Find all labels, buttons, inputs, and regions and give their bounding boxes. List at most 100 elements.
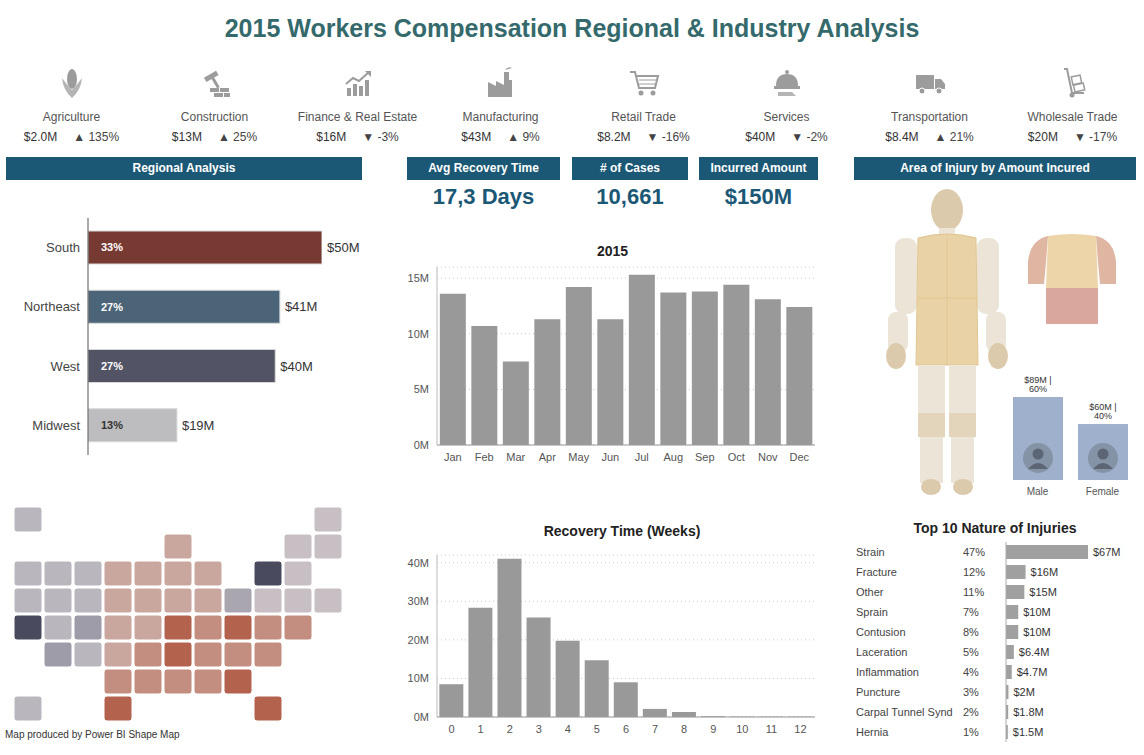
html-text:$16M: $16M (316, 130, 347, 144)
svg-text:Apr: Apr (539, 451, 556, 463)
svg-text:Dec: Dec (789, 451, 809, 463)
svg-text:$19M: $19M (182, 418, 215, 433)
html-text:Construction: Construction (180, 110, 249, 124)
html-text:$43M: $43M (461, 130, 492, 144)
html-text:Top 10 Nature of Injuries: Top 10 Nature of Injuries (913, 520, 1077, 536)
svg-text:Strain: Strain (856, 546, 885, 558)
svg-text:Jul: Jul (635, 451, 649, 463)
svg-text:3%: 3% (963, 686, 979, 698)
svg-text:5M: 5M (414, 383, 429, 395)
svg-text:20M: 20M (408, 634, 429, 646)
svg-text:South: South (46, 240, 80, 255)
svg-text:12: 12 (794, 723, 806, 735)
svg-text:7%: 7% (963, 606, 979, 618)
svg-text:$41M: $41M (285, 299, 318, 314)
html-text:2015: 2015 (596, 243, 629, 259)
svg-text:2: 2 (507, 723, 513, 735)
svg-text:Jun: Jun (601, 451, 619, 463)
svg-text:Other: Other (856, 586, 884, 598)
svg-text:1: 1 (478, 723, 484, 735)
svg-text:7: 7 (652, 723, 658, 735)
svg-text:Nov: Nov (758, 451, 778, 463)
svg-text:33%: 33% (101, 241, 123, 253)
html-text:10,661: 10,661 (596, 184, 664, 209)
svg-text:11: 11 (766, 723, 777, 735)
svg-text:Hernia: Hernia (856, 726, 889, 738)
svg-text:$16M: $16M (1031, 566, 1059, 578)
html-text:Recovery Time (Weeks): Recovery Time (Weeks) (543, 523, 701, 539)
svg-text:6: 6 (623, 723, 629, 735)
svg-text:8%: 8% (963, 626, 979, 638)
svg-text:Male: Male (1027, 486, 1049, 497)
svg-text:10M: 10M (408, 328, 429, 340)
svg-text:West: West (51, 359, 81, 374)
svg-text:Feb: Feb (475, 451, 494, 463)
svg-text:0M: 0M (414, 711, 429, 723)
svg-text:5%: 5% (963, 646, 979, 658)
svg-text:4%: 4% (963, 666, 979, 678)
svg-text:Mar: Mar (506, 451, 525, 463)
svg-text:Aug: Aug (663, 451, 683, 463)
html-text:Finance & Real Estate: Finance & Real Estate (297, 110, 418, 124)
html-text:▼ -3%: ▼ -3% (362, 130, 399, 144)
svg-text:Jan: Jan (444, 451, 462, 463)
svg-text:Northeast: Northeast (24, 299, 81, 314)
svg-text:11%: 11% (963, 586, 984, 598)
svg-text:$60M |40%: $60M |40% (1089, 402, 1116, 421)
svg-text:$40M: $40M (280, 359, 313, 374)
svg-text:$2M: $2M (1013, 686, 1034, 698)
svg-text:47%: 47% (963, 546, 985, 558)
svg-text:Laceration: Laceration (856, 646, 907, 658)
html-text:$13M: $13M (171, 130, 202, 144)
svg-text:$10M: $10M (1023, 626, 1051, 638)
svg-text:10M: 10M (408, 672, 429, 684)
svg-text:12%: 12% (963, 566, 985, 578)
svg-text:Oct: Oct (728, 451, 745, 463)
html-text:Manufacturing: Manufacturing (462, 110, 539, 124)
svg-text:$15M: $15M (1029, 586, 1057, 598)
html-text:2015 Workers Compensation Regi: 2015 Workers Compensation Regional & Ind… (224, 14, 920, 42)
html-text:▲ 25%: ▲ 25% (217, 130, 258, 144)
svg-text:May: May (568, 451, 589, 463)
svg-text:2%: 2% (963, 706, 979, 718)
html-text:▲ 9%: ▲ 9% (507, 130, 540, 144)
svg-text:Female: Female (1086, 486, 1120, 497)
svg-text:9: 9 (710, 723, 716, 735)
svg-text:$10M: $10M (1023, 606, 1051, 618)
svg-text:$6.4M: $6.4M (1019, 646, 1050, 658)
svg-text:$50M: $50M (327, 240, 360, 255)
svg-text:10: 10 (736, 723, 748, 735)
svg-text:27%: 27% (101, 301, 123, 313)
svg-text:8: 8 (681, 723, 687, 735)
svg-text:3: 3 (536, 723, 542, 735)
html-text:▲ 135%: ▲ 135% (73, 130, 120, 144)
svg-text:$67M: $67M (1093, 546, 1121, 558)
html-text:Retail Trade: Retail Trade (611, 110, 676, 124)
html-text:$2.0M: $2.0M (23, 130, 58, 144)
html-text:$150M: $150M (724, 184, 793, 209)
svg-text:1%: 1% (963, 726, 979, 738)
svg-text:Contusion: Contusion (856, 626, 906, 638)
svg-text:Midwest: Midwest (32, 418, 80, 433)
svg-text:Sprain: Sprain (856, 606, 888, 618)
svg-text:$1.8M: $1.8M (1013, 706, 1044, 718)
svg-text:Fracture: Fracture (856, 566, 897, 578)
svg-text:$1.5M: $1.5M (1013, 726, 1044, 738)
svg-text:4: 4 (565, 723, 571, 735)
svg-text:27%: 27% (101, 360, 123, 372)
svg-text:Carpal Tunnel Synd: Carpal Tunnel Synd (856, 706, 953, 718)
html-text:Agriculture: Agriculture (42, 110, 101, 124)
svg-text:Sep: Sep (695, 451, 715, 463)
svg-text:Puncture: Puncture (856, 686, 900, 698)
svg-text:13%: 13% (101, 419, 123, 431)
html-text:17,3 Days: 17,3 Days (432, 184, 535, 209)
svg-text:Inflammation: Inflammation (856, 666, 919, 678)
svg-text:5: 5 (594, 723, 600, 735)
svg-text:15M: 15M (408, 272, 429, 284)
svg-text:40M: 40M (408, 557, 429, 569)
svg-text:30M: 30M (408, 595, 429, 607)
svg-text:0: 0 (448, 723, 454, 735)
svg-text:$4.7M: $4.7M (1017, 666, 1048, 678)
svg-text:0M: 0M (414, 439, 429, 451)
svg-text:$89M |60%: $89M |60% (1024, 375, 1051, 394)
